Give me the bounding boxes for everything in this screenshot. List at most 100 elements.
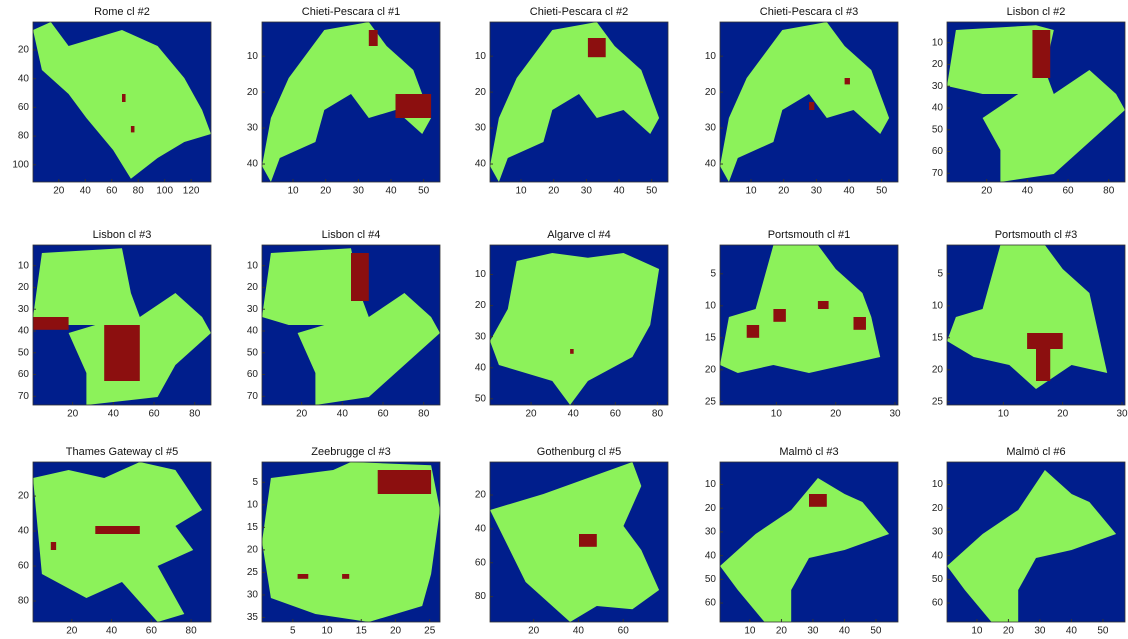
y-tick-label: 30 [247, 123, 259, 134]
x-tick-label: 20 [526, 409, 538, 420]
y-tick-label: 40 [475, 362, 487, 373]
panel: Algarve cl #4204060801020304050 [475, 229, 668, 420]
y-tick-label: 40 [18, 73, 30, 84]
y-tick-label: 20 [475, 300, 487, 311]
panel: Lisbon cl #42040608010203040506070 [247, 229, 440, 420]
y-tick-label: 60 [475, 557, 487, 568]
y-tick-label: 10 [247, 51, 259, 62]
y-tick-label: 10 [932, 479, 944, 490]
hotspot [131, 126, 135, 132]
y-tick-label: 15 [247, 522, 259, 533]
panel-title: Rome cl #2 [94, 6, 150, 18]
y-tick-label: 20 [705, 503, 717, 514]
x-tick-label: 30 [581, 186, 593, 197]
x-tick-label: 80 [652, 409, 664, 420]
y-tick-label: 5 [937, 268, 943, 279]
y-tick-label: 30 [18, 304, 30, 315]
y-tick-label: 10 [475, 51, 487, 62]
y-tick-label: 30 [247, 304, 259, 315]
panel-title: Lisbon cl #2 [1007, 6, 1066, 18]
hotspot [378, 470, 431, 494]
x-tick-label: 20 [296, 409, 308, 420]
x-tick-label: 10 [744, 626, 756, 637]
x-tick-label: 50 [876, 186, 888, 197]
y-tick-label: 30 [932, 81, 944, 92]
y-tick-label: 40 [475, 524, 487, 535]
hotspot [342, 574, 349, 579]
y-tick-label: 10 [475, 269, 487, 280]
panel-title: Chieti-Pescara cl #3 [760, 6, 858, 18]
x-tick-label: 20 [53, 186, 65, 197]
y-tick-label: 40 [247, 326, 259, 337]
x-tick-label: 10 [515, 186, 527, 197]
x-tick-label: 20 [776, 626, 788, 637]
x-tick-label: 40 [613, 186, 625, 197]
hotspot [1032, 30, 1050, 78]
x-tick-label: 20 [1003, 626, 1015, 637]
hotspot [396, 94, 432, 118]
y-tick-label: 50 [705, 574, 717, 585]
x-tick-label: 50 [870, 626, 882, 637]
x-tick-label: 60 [1062, 186, 1074, 197]
hotspot [579, 534, 597, 547]
y-tick-label: 15 [932, 332, 944, 343]
y-tick-label: 10 [932, 300, 944, 311]
y-tick-label: 100 [12, 159, 29, 170]
x-tick-label: 30 [889, 409, 901, 420]
x-tick-label: 120 [183, 186, 200, 197]
y-tick-label: 5 [252, 477, 258, 488]
x-tick-label: 40 [573, 626, 585, 637]
panel-title: Malmö cl #3 [779, 446, 838, 458]
x-tick-label: 25 [424, 626, 436, 637]
x-tick-label: 60 [146, 626, 158, 637]
y-tick-label: 35 [247, 612, 259, 623]
x-tick-label: 30 [807, 626, 819, 637]
x-tick-label: 50 [418, 186, 430, 197]
y-tick-label: 60 [18, 102, 30, 113]
y-tick-label: 20 [475, 87, 487, 98]
y-tick-label: 60 [932, 598, 944, 609]
figure: Rome cl #22040608010012020406080100Chiet… [0, 0, 1128, 639]
hotspot [747, 325, 759, 338]
y-tick-label: 20 [475, 490, 487, 501]
y-tick-label: 25 [247, 567, 259, 578]
x-tick-label: 60 [148, 409, 160, 420]
x-tick-label: 80 [189, 409, 201, 420]
panel-title: Lisbon cl #4 [322, 229, 381, 241]
x-tick-label: 15 [356, 626, 368, 637]
panel-title: Chieti-Pescara cl #1 [302, 6, 400, 18]
x-tick-label: 20 [66, 626, 78, 637]
hotspot [369, 30, 378, 46]
y-tick-label: 50 [18, 347, 30, 358]
panel-title: Zeebrugge cl #3 [311, 446, 391, 458]
y-tick-label: 30 [475, 123, 487, 134]
x-tick-label: 40 [1022, 186, 1034, 197]
y-tick-label: 20 [932, 364, 944, 375]
hotspot [773, 309, 785, 322]
hotspot [845, 78, 850, 84]
x-tick-label: 40 [839, 626, 851, 637]
y-tick-label: 60 [705, 598, 717, 609]
hotspot [104, 325, 140, 381]
y-tick-label: 80 [18, 596, 30, 607]
x-tick-label: 20 [320, 186, 332, 197]
y-tick-label: 30 [247, 590, 259, 601]
panel: Chieti-Pescara cl #3102030405010203040 [705, 6, 898, 197]
hotspot [854, 317, 866, 330]
x-tick-label: 80 [133, 186, 145, 197]
x-tick-label: 20 [390, 626, 402, 637]
x-tick-label: 40 [108, 409, 120, 420]
panel: Thames Gateway cl #52040608020406080 [18, 446, 211, 637]
x-tick-label: 10 [998, 409, 1010, 420]
hotspot [809, 102, 814, 110]
x-tick-label: 10 [971, 626, 983, 637]
y-tick-label: 20 [705, 364, 717, 375]
x-tick-label: 40 [106, 626, 118, 637]
y-tick-label: 60 [932, 146, 944, 157]
hotspot [95, 526, 140, 534]
x-tick-label: 80 [186, 626, 198, 637]
